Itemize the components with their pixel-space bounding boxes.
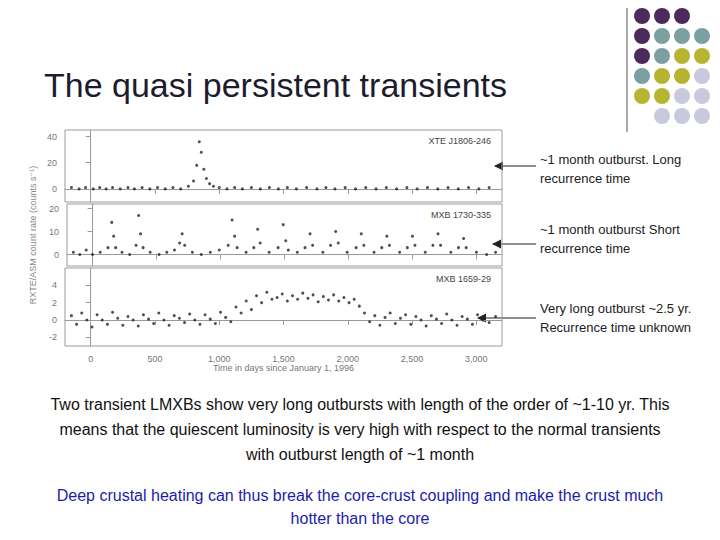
svg-text:40: 40 bbox=[47, 132, 57, 142]
svg-text:0: 0 bbox=[52, 315, 57, 325]
html-text:The quasi persistent transient: The quasi persistent transients bbox=[44, 66, 507, 104]
svg-text:1,500: 1,500 bbox=[272, 354, 295, 364]
svg-text:20: 20 bbox=[47, 158, 57, 168]
svg-text:2: 2 bbox=[52, 298, 57, 308]
svg-text:10: 10 bbox=[49, 227, 59, 237]
svg-text:0: 0 bbox=[54, 250, 59, 260]
html-text:Two transient LMXBs show very: Two transient LMXBs show very long outbu… bbox=[50, 396, 670, 463]
svg-text:XTE J1806-246: XTE J1806-246 bbox=[428, 136, 491, 146]
svg-text:RXTE/ASM count rate (counts s⁻: RXTE/ASM count rate (counts s⁻¹) bbox=[28, 166, 38, 304]
svg-text:3,000: 3,000 bbox=[465, 354, 488, 364]
svg-text:0: 0 bbox=[88, 354, 93, 364]
svg-text:500: 500 bbox=[147, 354, 162, 364]
svg-text:2,000: 2,000 bbox=[336, 354, 359, 364]
html-text:Deep crustal heating can thus: Deep crustal heating can thus break the … bbox=[56, 487, 664, 527]
html-text:Very long outburst ~2.5 yr. Re: Very long outburst ~2.5 yr. Recurrence t… bbox=[540, 301, 692, 335]
svg-text:1,000: 1,000 bbox=[208, 354, 231, 364]
svg-text:20: 20 bbox=[49, 204, 59, 214]
svg-text:2,500: 2,500 bbox=[401, 354, 424, 364]
svg-text:MXB 1659-29: MXB 1659-29 bbox=[436, 274, 491, 284]
svg-text:MXB 1730-335: MXB 1730-335 bbox=[431, 210, 491, 220]
svg-text:Time in days since January 1,: Time in days since January 1, 1996 bbox=[213, 363, 354, 373]
html-text:~1 month outburst. Long recurr: ~1 month outburst. Long recurrence time bbox=[540, 152, 682, 186]
svg-text:-2: -2 bbox=[49, 332, 57, 342]
svg-text:0: 0 bbox=[52, 184, 57, 194]
html-text:~1 month outburst Short recurr: ~1 month outburst Short recurrence time bbox=[540, 222, 680, 256]
svg-text:4: 4 bbox=[52, 280, 57, 290]
